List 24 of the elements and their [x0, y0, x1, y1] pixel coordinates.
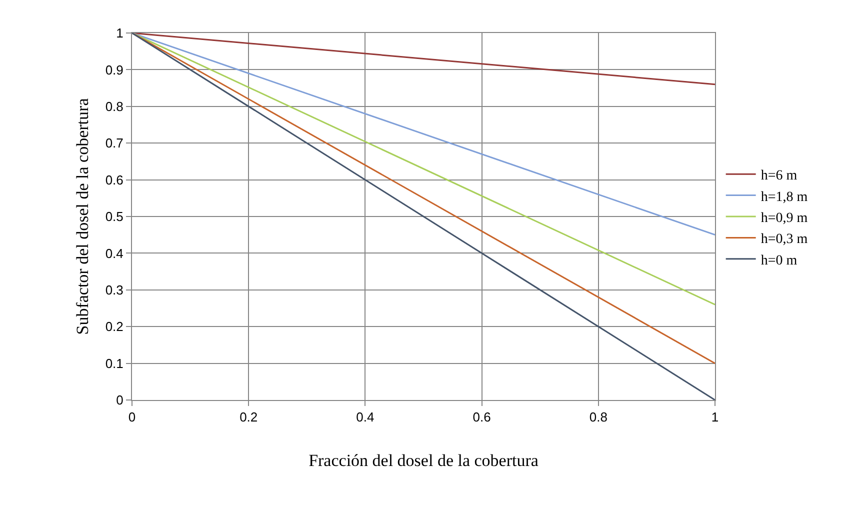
legend-label: h=0,9 m — [760, 210, 808, 226]
x-tick-label: 1 — [711, 410, 719, 425]
y-tick-label: 0 — [116, 392, 124, 408]
y-tick-label: 0.6 — [105, 172, 124, 188]
y-tick-label: 0.9 — [105, 62, 124, 78]
y-axis-title: Subfactor del dosel de la cobertura — [72, 98, 92, 335]
legend-label: h=0,3 m — [760, 232, 808, 248]
legend-label: h=6 m — [760, 168, 798, 184]
x-tick-label: 0.4 — [356, 410, 374, 425]
x-tick-label: 0.2 — [240, 410, 258, 425]
x-axis-title: Fracción del dosel de la cobertura — [308, 451, 539, 470]
y-tick-label: 0.8 — [105, 98, 124, 114]
legend-label: h=0 m — [760, 253, 798, 268]
y-tick-label: 0.4 — [105, 246, 124, 261]
y-tick-label: 0.1 — [105, 356, 124, 371]
legend-label: h=1,8 m — [760, 190, 808, 205]
x-tick-label: 0.6 — [472, 410, 491, 425]
y-tick-label: 0.5 — [105, 209, 124, 224]
y-tick-label: 1 — [116, 26, 124, 41]
x-tick-label: 0 — [128, 410, 136, 425]
y-tick-label: 0.3 — [105, 282, 124, 298]
x-tick-label: 0.8 — [589, 410, 608, 425]
y-tick-label: 0.2 — [105, 319, 124, 334]
y-tick-label: 0.7 — [105, 136, 124, 151]
